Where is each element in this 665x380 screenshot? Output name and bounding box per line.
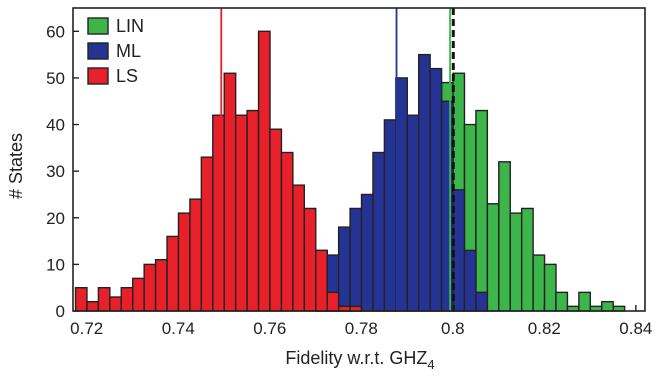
bar-ls bbox=[74, 286, 88, 312]
bar-ls bbox=[120, 286, 134, 312]
bars-layer bbox=[74, 30, 626, 312]
legend-label-ls: LS bbox=[116, 66, 138, 86]
y-tick-label: 20 bbox=[46, 209, 65, 228]
bar-ml bbox=[418, 53, 431, 312]
bar-ls bbox=[292, 184, 306, 312]
bar-lin bbox=[543, 263, 557, 312]
bar-lin bbox=[475, 109, 489, 312]
bar-ls bbox=[326, 291, 340, 312]
bar-lin bbox=[520, 207, 534, 312]
legend-label-ml: ML bbox=[116, 41, 141, 61]
bar-lin bbox=[486, 203, 500, 312]
bar-ml bbox=[395, 77, 408, 312]
bar-ml bbox=[463, 249, 477, 312]
y-tick-label: 10 bbox=[46, 255, 65, 274]
legend: LIN ML LS bbox=[87, 16, 144, 86]
bar-ls bbox=[177, 212, 191, 312]
bar-ml bbox=[337, 226, 351, 312]
bar-lin bbox=[555, 291, 569, 312]
bar-ls bbox=[257, 30, 271, 312]
legend-swatch-ml bbox=[87, 42, 109, 60]
bar-ls bbox=[269, 128, 283, 312]
bar-ml bbox=[360, 193, 374, 312]
bar-ml bbox=[406, 114, 420, 312]
x-tick-label: 0.78 bbox=[345, 319, 378, 338]
bar-ls bbox=[166, 235, 180, 312]
y-axis-label: # States bbox=[6, 133, 26, 199]
x-tick-label: 0.8 bbox=[441, 319, 465, 338]
bar-lin bbox=[509, 212, 523, 312]
plot-frame bbox=[72, 7, 646, 312]
bar-ls bbox=[200, 156, 214, 312]
x-axis-ticks: 0.72 0.74 0.76 0.78 0.8 0.82 0.84 bbox=[70, 305, 652, 338]
legend-label-lin: LIN bbox=[116, 16, 144, 36]
bar-ls bbox=[143, 263, 157, 312]
bar-lin bbox=[578, 291, 592, 312]
y-tick-label: 0 bbox=[56, 302, 65, 321]
bar-ml bbox=[372, 151, 386, 312]
x-tick-label: 0.74 bbox=[162, 319, 195, 338]
bar-ml bbox=[349, 207, 363, 312]
bar-ls bbox=[280, 151, 294, 312]
x-tick-label: 0.82 bbox=[528, 319, 561, 338]
bar-ls bbox=[154, 259, 168, 312]
bar-lin bbox=[532, 254, 546, 312]
bar-ml bbox=[383, 119, 397, 312]
bar-ml bbox=[440, 100, 454, 312]
bar-ls bbox=[109, 296, 122, 312]
y-tick-label: 30 bbox=[46, 162, 65, 181]
y-tick-label: 50 bbox=[46, 69, 65, 88]
x-tick-label: 0.84 bbox=[619, 319, 652, 338]
y-tick-label: 40 bbox=[46, 116, 65, 135]
bar-ls bbox=[132, 277, 145, 312]
legend-swatch-ls bbox=[87, 67, 109, 85]
bar-lin bbox=[601, 300, 614, 312]
reference-lines-layer bbox=[220, 8, 455, 311]
x-tick-label: 0.76 bbox=[253, 319, 286, 338]
y-axis-ticks: 0 10 20 30 40 50 60 bbox=[46, 22, 79, 321]
bar-ml bbox=[475, 291, 489, 312]
bar-ls bbox=[246, 109, 260, 312]
bar-ls bbox=[86, 300, 100, 312]
bar-ls bbox=[315, 249, 328, 312]
bar-ls bbox=[303, 207, 317, 312]
x-tick-label: 0.72 bbox=[70, 319, 103, 338]
bar-ls bbox=[189, 198, 203, 312]
legend-swatch-lin bbox=[87, 17, 109, 35]
bar-ls bbox=[212, 114, 225, 312]
x-axis-label: Fidelity w.r.t. GHZ4 bbox=[285, 348, 434, 372]
y-tick-label: 60 bbox=[46, 22, 65, 41]
bar-ls bbox=[223, 72, 237, 312]
bar-ls bbox=[97, 286, 111, 312]
bar-ml bbox=[429, 67, 443, 312]
bar-lin bbox=[498, 161, 511, 312]
bar-ls bbox=[234, 114, 248, 312]
